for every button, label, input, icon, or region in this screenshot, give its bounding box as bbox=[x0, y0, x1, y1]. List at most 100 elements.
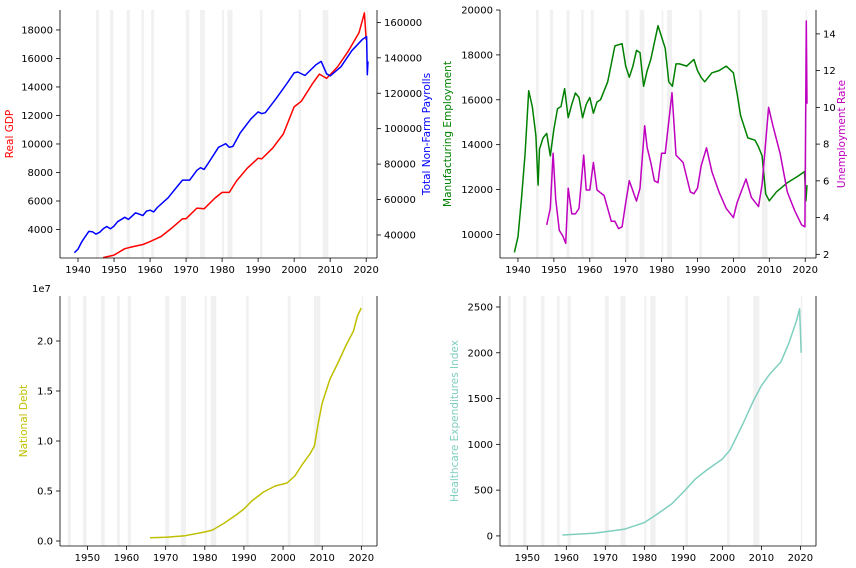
recession-band bbox=[200, 10, 205, 258]
recession-band bbox=[666, 10, 673, 258]
series-line-2 bbox=[73, 35, 369, 254]
y-axis-label-right: Total Non-Farm Payrolls bbox=[421, 73, 433, 196]
x-tick-label: 2000 bbox=[710, 553, 735, 564]
y-tick-label-left: 4000 bbox=[28, 225, 53, 236]
y-tick-label-left: 14000 bbox=[21, 82, 53, 93]
recession-band bbox=[661, 10, 664, 258]
x-tick-label: 1980 bbox=[209, 265, 234, 276]
x-tick-label: 2010 bbox=[749, 553, 774, 564]
y-tick-label-left: 12000 bbox=[461, 185, 493, 196]
recession-band bbox=[567, 296, 571, 546]
recession-band bbox=[117, 296, 120, 546]
recession-band bbox=[204, 296, 207, 546]
x-tick-label: 1960 bbox=[114, 553, 139, 564]
x-tick-label: 2020 bbox=[788, 553, 813, 564]
recession-band bbox=[535, 10, 539, 258]
recession-band bbox=[151, 10, 155, 258]
recession-band bbox=[604, 296, 609, 546]
x-tick-label: 2020 bbox=[353, 265, 378, 276]
x-tick-label: 1990 bbox=[685, 265, 710, 276]
recession-band bbox=[185, 10, 190, 258]
y-axis-label-left: National Debt bbox=[18, 385, 30, 457]
recession-band bbox=[800, 296, 803, 546]
y-tick-label-right: 80000 bbox=[384, 160, 416, 171]
recession-band bbox=[805, 10, 808, 258]
recession-band bbox=[625, 10, 629, 258]
y-tick-label-right: 120000 bbox=[384, 89, 422, 100]
series-line-1 bbox=[149, 307, 362, 539]
series-line-1 bbox=[562, 308, 802, 536]
recession-band bbox=[727, 296, 730, 546]
recession-band bbox=[639, 10, 645, 258]
x-tick-label: 1990 bbox=[231, 553, 256, 564]
y-tick-label-left: 500 bbox=[474, 486, 493, 497]
x-tick-label: 1980 bbox=[649, 265, 674, 276]
x-tick-label: 2010 bbox=[757, 265, 782, 276]
recession-band bbox=[83, 296, 87, 546]
recession-band bbox=[566, 10, 570, 258]
series-line-2 bbox=[545, 20, 808, 245]
recession-band bbox=[127, 296, 131, 546]
y-tick-label-left: 18000 bbox=[461, 50, 493, 61]
x-tick-label: 2000 bbox=[281, 265, 306, 276]
x-tick-label: 2020 bbox=[349, 553, 374, 564]
recession-band bbox=[141, 10, 144, 258]
recession-band bbox=[540, 296, 545, 546]
recession-band bbox=[549, 10, 554, 258]
x-tick-label: 1980 bbox=[632, 553, 657, 564]
y-tick-label-right: 100000 bbox=[384, 124, 422, 135]
recession-band bbox=[67, 296, 71, 546]
recession-band bbox=[110, 10, 114, 258]
y-tick-label-left: 10000 bbox=[461, 230, 493, 241]
x-tick-label: 2010 bbox=[309, 553, 334, 564]
x-tick-label: 1940 bbox=[505, 265, 530, 276]
x-tick-label: 1970 bbox=[173, 265, 198, 276]
chart-panel-4: 1950 1960 1970 1980 1990 2000 2010 2020 0 500 1000… bbox=[449, 296, 817, 564]
y-tick-label-left: 0.0 bbox=[37, 537, 53, 548]
recession-band bbox=[761, 10, 768, 258]
y-tick-label-right: 60000 bbox=[384, 195, 416, 206]
y-tick-label-left: 12000 bbox=[21, 111, 53, 122]
recession-band bbox=[366, 10, 369, 258]
x-tick-label: 2020 bbox=[793, 265, 818, 276]
recession-band bbox=[165, 296, 170, 546]
y-tick-label-left: 8000 bbox=[28, 168, 53, 179]
y-tick-label-right: 6 bbox=[823, 176, 829, 187]
recession-band bbox=[361, 296, 364, 546]
recession-band bbox=[590, 10, 594, 258]
y-tick-label-left: 16000 bbox=[21, 54, 53, 65]
recession-band bbox=[313, 296, 321, 546]
y-tick-label-left: 1500 bbox=[468, 394, 493, 405]
recession-band bbox=[101, 296, 105, 546]
x-tick-label: 1950 bbox=[515, 553, 540, 564]
y-tick-label-right: 40000 bbox=[384, 230, 416, 241]
y-tick-label-left: 0.5 bbox=[37, 487, 53, 498]
chart-panel-1: 1940 1950 1960 1970 1980 1990 2000 2010 2020 4000… bbox=[4, 10, 433, 276]
y-tick-label-right: 140000 bbox=[384, 53, 422, 64]
recession-band bbox=[287, 296, 291, 546]
x-tick-label: 1950 bbox=[541, 265, 566, 276]
recession-band bbox=[753, 296, 760, 546]
recession-band bbox=[556, 296, 560, 546]
y-tick-label-right: 8 bbox=[823, 140, 829, 151]
recession-band bbox=[644, 296, 647, 546]
recession-band bbox=[685, 296, 689, 546]
x-tick-label: 1990 bbox=[245, 265, 270, 276]
recession-band bbox=[322, 10, 329, 258]
recession-band bbox=[222, 10, 224, 258]
recession-band bbox=[126, 10, 130, 258]
recession-band bbox=[298, 10, 301, 258]
y-tick-label-left: 1000 bbox=[468, 440, 493, 451]
x-tick-label: 2000 bbox=[721, 265, 746, 276]
recession-band bbox=[523, 296, 527, 546]
y-axis-label-left: Manufacturing Employment bbox=[442, 61, 454, 207]
x-tick-label: 2000 bbox=[270, 553, 295, 564]
chart-panel-2: 1940 1950 1960 1970 1980 1990 2000 2010 2020 1000… bbox=[442, 6, 848, 277]
y-axis-label-right: Unemployment Rate bbox=[836, 80, 848, 188]
y-offset-text: 1e7 bbox=[32, 284, 51, 295]
x-tick-label: 1950 bbox=[101, 265, 126, 276]
y-tick-label-left: 6000 bbox=[28, 196, 53, 207]
y-tick-label-left: 18000 bbox=[21, 25, 53, 36]
recession-band bbox=[180, 296, 187, 546]
